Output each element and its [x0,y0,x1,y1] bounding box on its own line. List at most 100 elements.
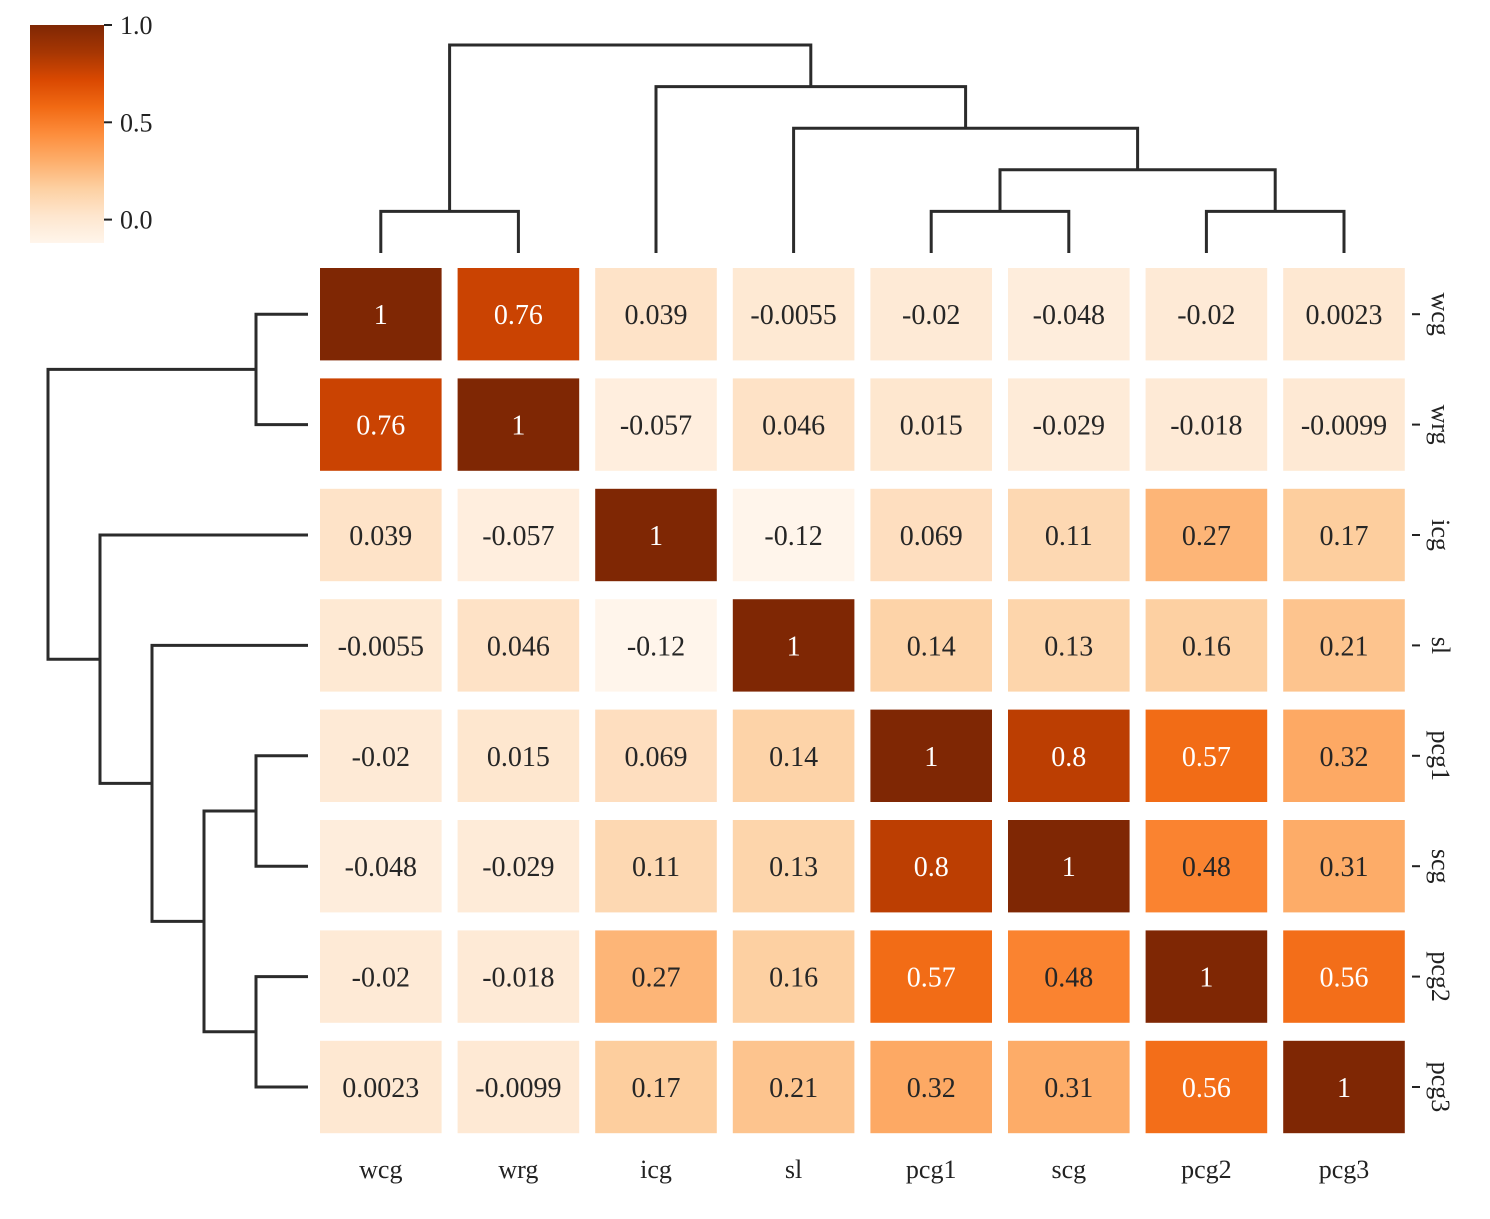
cell-value-label: 0.48 [1044,963,1093,994]
cell-value-label: 0.8 [914,852,949,883]
cell-value-label: -0.02 [902,300,960,331]
dendrogram-link [1204,209,1346,253]
heatmap-cell [870,378,992,471]
dendrogram-link [448,43,813,212]
heatmap-cell [870,1040,992,1134]
cell-value-label: 0.14 [769,742,818,773]
heatmap-cell [320,378,442,471]
heatmap-cell [732,378,855,471]
heatmap-cell [732,488,855,582]
x-tick-label: sl [785,1155,802,1184]
cell-value-label: -0.12 [627,631,685,662]
heatmap-cell [1008,820,1130,913]
heatmap-cell [870,268,992,361]
heatmap-cell [1008,268,1130,361]
dendrogram-link [792,126,1140,253]
cell-value-label: 0.046 [762,411,825,442]
heatmap-cell [595,599,717,692]
cell-value-label: 0.56 [1320,963,1369,994]
y-tick-label: pcg3 [1426,1062,1455,1113]
cell-value-label: -0.0055 [338,631,424,662]
y-axis-tick-labels: wcg wrg icg sl pcg1 scg pcg2 pcg3 [1412,293,1455,1113]
cell-value-label: 0.13 [1044,631,1093,662]
y-tick-label: wcg [1426,293,1455,336]
y-tick-label: pcg2 [1426,951,1455,1002]
cell-value-label: 0.56 [1182,1073,1231,1104]
cell-value-label: 0.27 [1182,521,1231,552]
cell-value-label: 0.11 [632,852,680,883]
dendrogram-link [150,643,308,923]
dendrogram-link [46,367,256,661]
cell-value-label: 0.31 [1044,1073,1093,1104]
heatmap-cell [1008,930,1130,1023]
heatmap-cell [457,268,580,361]
cell-value-label: 0.0023 [342,1073,419,1104]
cell-value-label: -0.12 [764,521,822,552]
cell-value-label: -0.029 [482,852,554,883]
heatmap-cell [595,709,717,802]
cell-value-label: 0.8 [1051,742,1086,773]
cell-value-label: 0.57 [907,963,956,994]
cell-value-label: -0.018 [1170,411,1242,442]
heatmap-cell [595,488,717,582]
heatmap-cell [870,709,992,802]
heatmap-cell [1283,488,1405,582]
heatmap-cell [732,930,855,1023]
heatmap-cell [1145,378,1268,471]
dendrogram-link [654,85,968,253]
x-tick-label: scg [1051,1155,1086,1184]
cell-value-label: 1 [787,631,801,662]
cell-value-label: -0.029 [1033,411,1105,442]
heatmap-cell [1283,930,1405,1023]
dendrogram-link [998,168,1277,212]
heatmap-cell [595,1040,717,1134]
heatmap-cell [870,488,992,582]
heatmap-cell [1008,378,1130,471]
column-dendrogram [379,43,1346,253]
heatmap-cell [1145,820,1268,913]
colorbar-gradient [30,25,104,243]
cell-value-label: 0.27 [632,963,681,994]
cell-value-label: 0.48 [1182,852,1231,883]
cell-value-label: 0.16 [769,963,818,994]
heatmap-cell [457,488,580,582]
cell-value-label: 1 [1337,1073,1351,1104]
cell-value-label: 0.17 [632,1073,681,1104]
dendrogram-link [379,209,520,253]
heatmap-cell [457,820,580,913]
heatmap-cell [457,378,580,471]
x-tick-label: pcg2 [1181,1155,1232,1184]
cell-value-label: 0.21 [769,1073,818,1104]
cell-value-label: 0.0023 [1306,300,1383,331]
cell-value-label: 0.11 [1045,521,1093,552]
colorbar-tick-label: 1.0 [120,11,153,40]
cell-value-label: 0.14 [907,631,956,662]
cell-value-label: -0.02 [352,742,410,773]
heatmap-cell [320,820,442,913]
x-axis-tick-labels: wcg wrg icg sl pcg1 scg pcg2 pcg3 [359,1155,1369,1184]
dendrogram-link [202,809,256,1034]
heatmap-cell [457,930,580,1023]
heatmap-grid: 1 0.76 0.039 -0.0055 -0.02 -0.048 -0.02 0.0023 0… [320,268,1405,1134]
heatmap-cell [1008,1040,1130,1134]
heatmap-cell [1008,709,1130,802]
cell-value-label: -0.02 [352,963,410,994]
cell-value-label: -0.0099 [1301,411,1387,442]
heatmap-cell [1283,268,1405,361]
cell-value-label: -0.0055 [750,300,836,331]
y-tick-label: sl [1426,637,1455,654]
heatmap-cell [320,1040,442,1134]
cell-value-label: -0.057 [482,521,554,552]
heatmap-cell [595,820,717,913]
heatmap-cell [1145,709,1268,802]
heatmap-cell [1283,709,1405,802]
cell-value-label: 0.015 [487,742,550,773]
heatmap-cell [870,930,992,1023]
heatmap-cell [1283,1040,1405,1134]
cell-value-label: -0.048 [345,852,417,883]
y-tick-label: icg [1426,519,1455,551]
dendrogram-link [929,209,1071,253]
heatmap-cell [1145,1040,1268,1134]
colorbar: 1.0 0.5 0.0 [30,11,153,243]
